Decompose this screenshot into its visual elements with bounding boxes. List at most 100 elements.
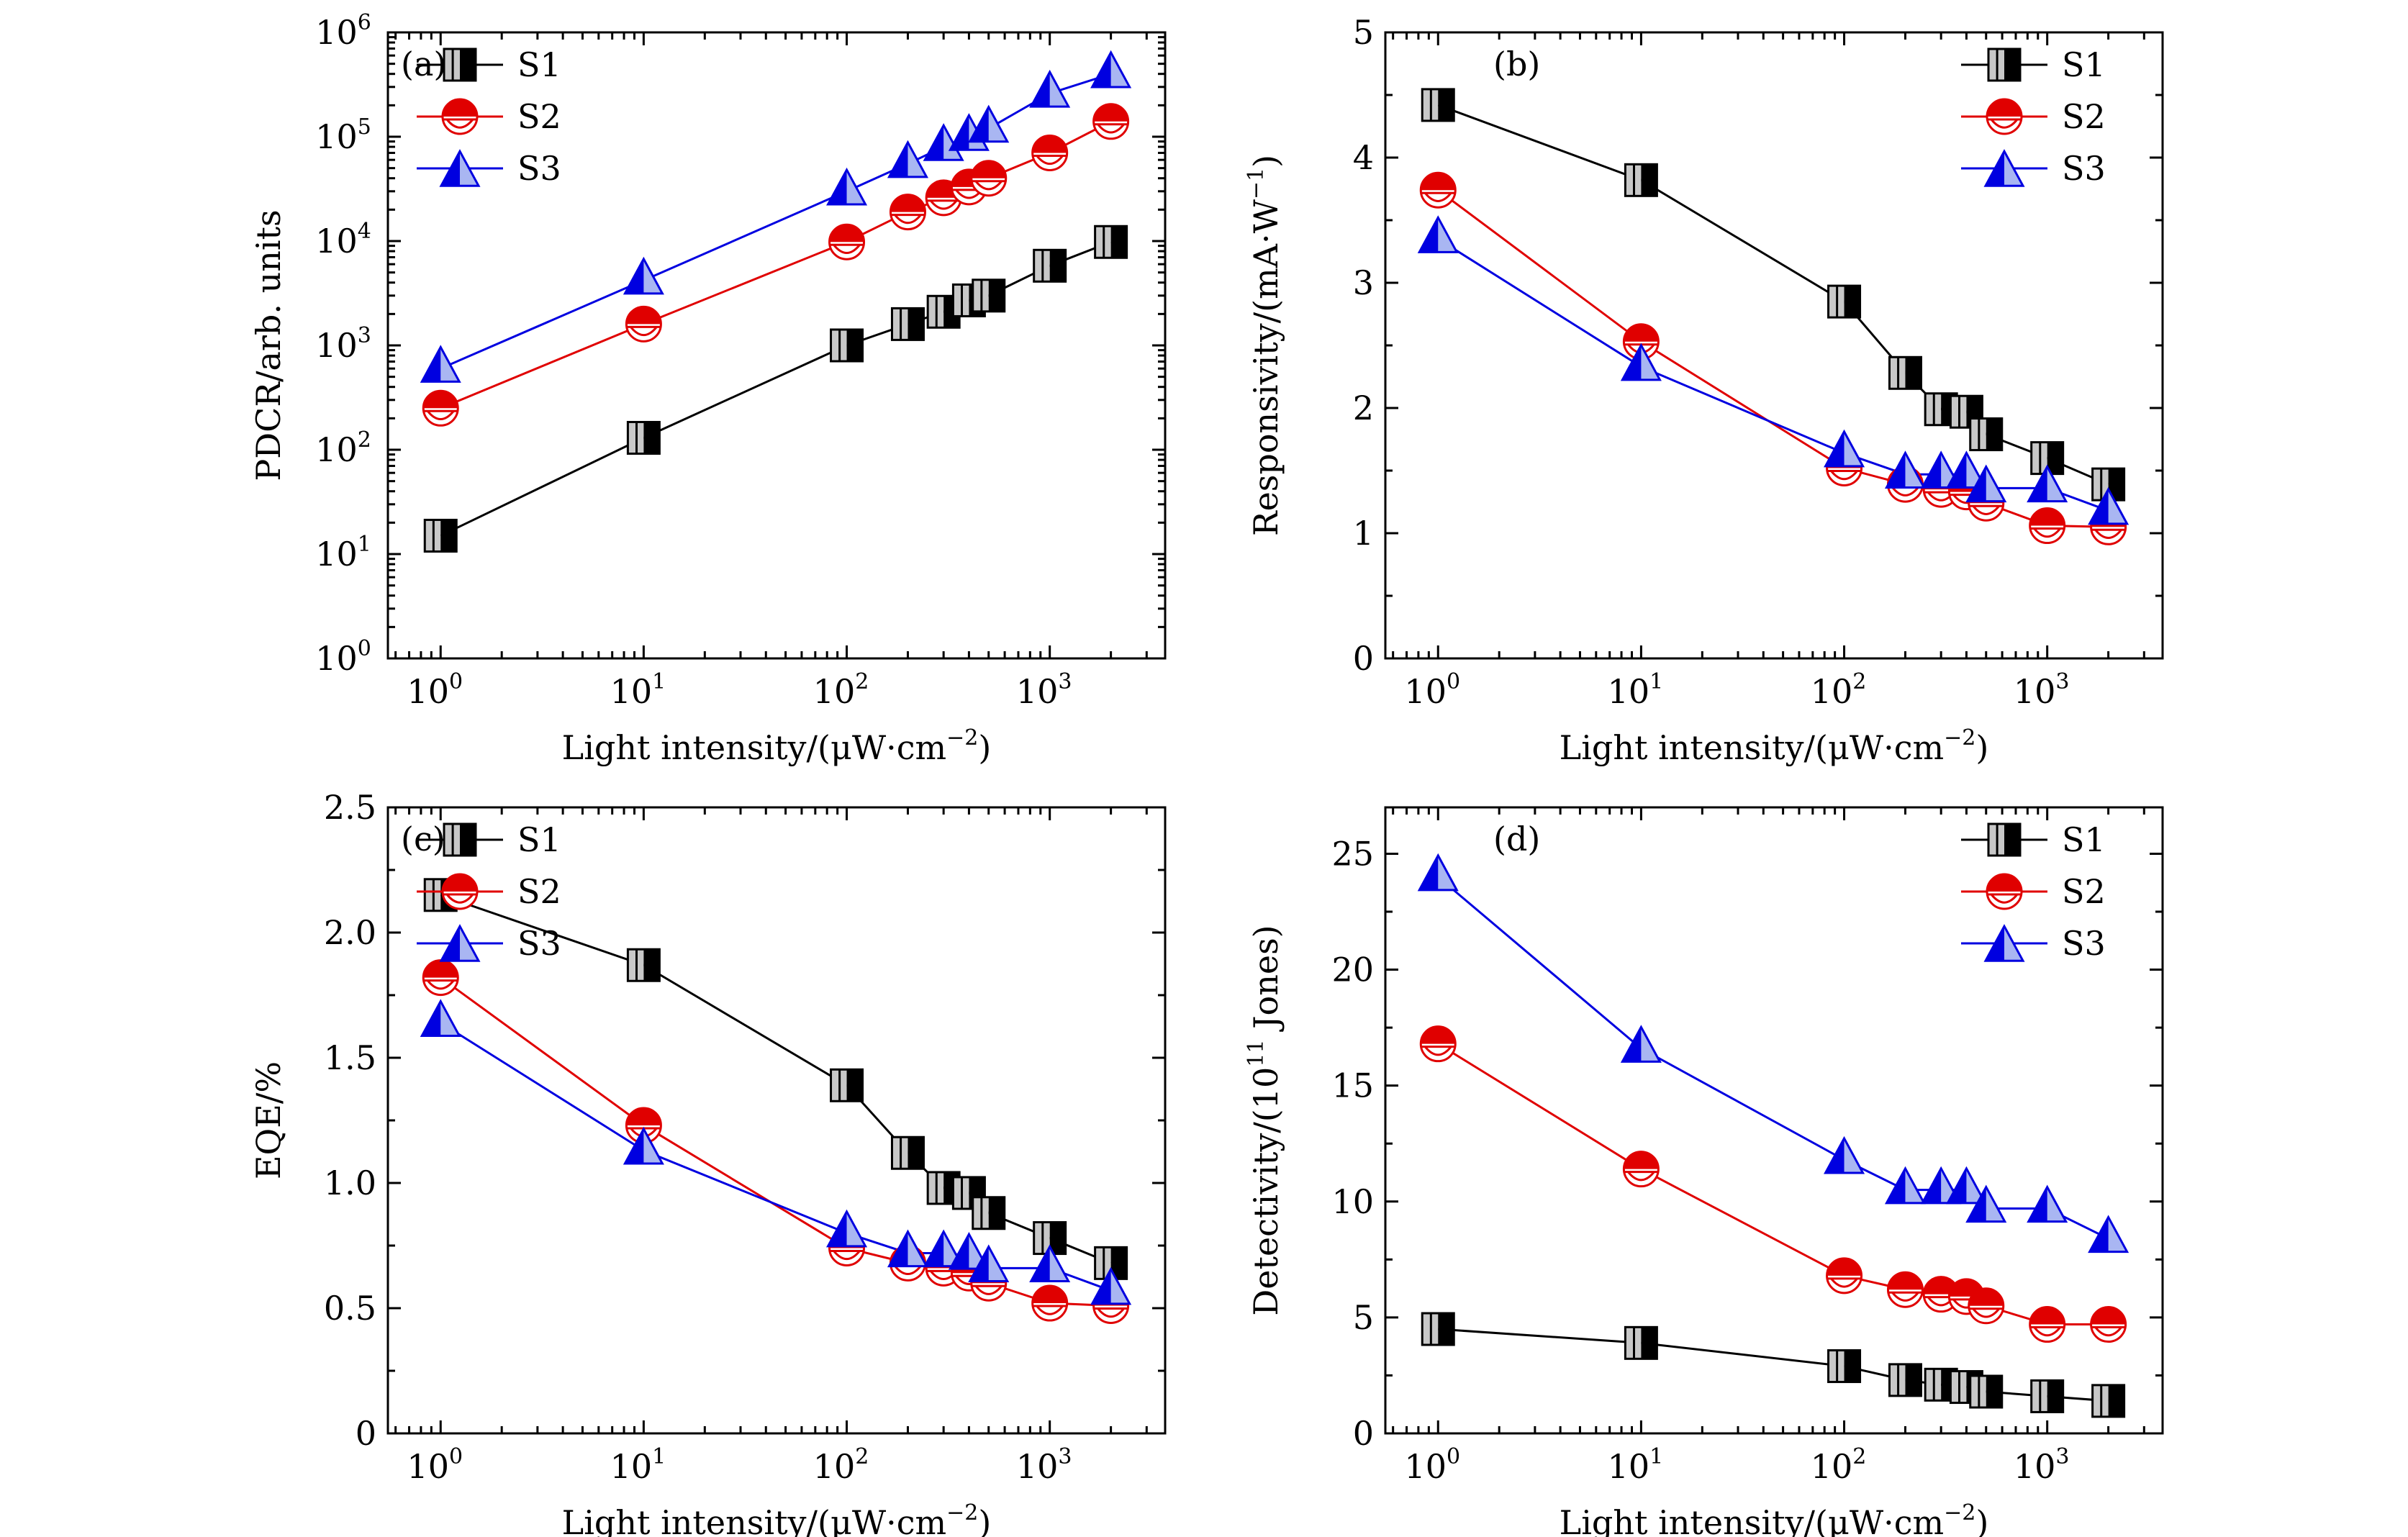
marker-right-half xyxy=(440,520,457,552)
half-filled-circle-marker xyxy=(1986,98,2023,135)
marker-outline xyxy=(1888,1363,1922,1397)
x-tick-label-base: 10 xyxy=(1811,672,1853,711)
marker-outline xyxy=(2091,1384,2126,1418)
half-filled-triangle-marker xyxy=(439,924,481,962)
marker-right-half xyxy=(2108,468,2124,501)
x-tick-label: 100 xyxy=(1404,1444,1460,1486)
marker-top-half xyxy=(423,391,458,409)
x-tick-label-exponent: 1 xyxy=(652,1444,666,1469)
half-filled-circle-marker xyxy=(422,959,459,997)
marker-outline xyxy=(1949,394,1983,429)
marker-arc xyxy=(445,119,474,129)
marker-outline xyxy=(1920,1166,1962,1205)
y-tick-label-base: 10 xyxy=(315,222,358,260)
marker-right-half xyxy=(2004,824,2020,856)
half-filled-square-marker xyxy=(626,948,661,982)
x-tick-label: 100 xyxy=(1404,669,1460,711)
marker-top-half xyxy=(1624,1151,1659,1169)
half-filled-triangle-marker xyxy=(923,1229,964,1268)
y-tick-label: 25 xyxy=(1331,834,1374,873)
half-filled-square-marker xyxy=(1827,1349,1862,1384)
marker-arc xyxy=(1097,1307,1125,1318)
marker-outline xyxy=(626,420,661,455)
marker-outline xyxy=(1945,1166,1987,1205)
x-tick-label-exponent: 2 xyxy=(855,1444,869,1469)
marker-arc xyxy=(1891,486,1919,497)
half-filled-triangle-marker xyxy=(1920,1166,1962,1205)
marker-arc xyxy=(427,979,455,990)
half-filled-triangle-marker xyxy=(1965,464,2007,503)
marker-arc xyxy=(1990,119,2019,129)
x-tick-label-base: 10 xyxy=(1608,1447,1650,1486)
y-tick-label: 102 xyxy=(315,427,371,469)
x-tick-label-base: 10 xyxy=(407,1447,449,1486)
half-filled-triangle-marker xyxy=(1824,1135,1865,1174)
marker-right-half xyxy=(460,49,476,81)
marker-outline xyxy=(830,328,864,363)
series-markers-s2 xyxy=(1419,1025,2127,1343)
x-tick-label: 102 xyxy=(1811,669,1867,711)
marker-outline xyxy=(1417,215,1459,253)
marker-outline xyxy=(830,1068,864,1102)
legend-label-s3: S3 xyxy=(2062,149,2106,188)
half-filled-square-marker xyxy=(1969,1374,2004,1409)
half-filled-square-marker xyxy=(2030,1379,2065,1413)
marker-top-half xyxy=(890,194,925,212)
x-tick-label-base: 10 xyxy=(610,672,653,711)
legend: S1 S2 S3 xyxy=(417,820,561,963)
half-filled-triangle-marker xyxy=(623,256,664,295)
y-axis-label-text: PDCR/arb. units xyxy=(249,209,288,481)
marker-top-half xyxy=(626,307,661,325)
marker-arc xyxy=(2094,1326,2122,1337)
y-tick-label: 2.0 xyxy=(324,913,376,952)
half-filled-circle-marker xyxy=(2029,507,2066,545)
half-filled-square-marker xyxy=(1827,284,1862,319)
y-tick-label: 4 xyxy=(1353,138,1374,177)
half-filled-triangle-marker xyxy=(439,149,481,187)
marker-outline xyxy=(1620,343,1662,381)
y-tick-label-base: 10 xyxy=(315,117,358,156)
marker-right-half xyxy=(988,1197,1005,1229)
legend: S1 S2 S3 xyxy=(417,45,561,188)
marker-top-half xyxy=(1987,874,2022,892)
y-tick-label-exponent: 2 xyxy=(358,427,371,453)
y-tick-label: 5 xyxy=(1353,13,1374,52)
marker-outline xyxy=(1620,1025,1662,1063)
marker-top-half xyxy=(1624,324,1659,342)
plot-frame xyxy=(1384,31,2164,660)
y-tick-label: 0 xyxy=(356,1414,376,1453)
marker-top-half xyxy=(1888,1272,1923,1290)
marker-arc xyxy=(445,894,474,904)
x-tick-label-base: 10 xyxy=(2014,672,2056,711)
half-filled-triangle-marker xyxy=(968,104,1010,143)
marker-arc xyxy=(427,410,455,420)
x-tick-label-exponent: 2 xyxy=(1852,1444,1866,1469)
marker-top-half xyxy=(2029,508,2065,526)
legend-label-s3: S3 xyxy=(2062,924,2106,963)
marker-outline xyxy=(439,149,481,187)
x-axis-label-end: ) xyxy=(978,1503,991,1537)
half-filled-circle-marker xyxy=(2029,1306,2066,1343)
y-tick-label-exponent: 3 xyxy=(358,323,371,348)
x-axis-label-text: Light intensity/(μW·cm xyxy=(562,728,947,767)
marker-outline xyxy=(1884,1166,1926,1205)
marker-arc xyxy=(833,244,861,254)
legend: S1 S2 S3 xyxy=(1961,820,2106,963)
half-filled-square-marker xyxy=(443,822,477,857)
x-tick-label-base: 10 xyxy=(1016,672,1059,711)
marker-outline xyxy=(890,307,925,341)
half-filled-triangle-marker xyxy=(1945,450,1987,489)
half-filled-triangle-marker xyxy=(623,1126,664,1165)
half-filled-circle-marker xyxy=(422,389,459,427)
marker-arc xyxy=(1627,1171,1655,1182)
x-tick-label-base: 10 xyxy=(407,672,449,711)
x-axis-label-exponent: −2 xyxy=(1944,1500,1975,1525)
marker-top-half xyxy=(2029,1307,2065,1325)
marker-outline xyxy=(1827,1349,1862,1384)
x-axis-label-text: Light intensity/(μW·cm xyxy=(1560,728,1945,767)
marker-top-half xyxy=(1032,1286,1067,1304)
x-axis-label: Light intensity/(μW·cm−2) xyxy=(562,1500,992,1537)
marker-right-half xyxy=(1641,1327,1657,1359)
half-filled-circle-marker xyxy=(1031,134,1069,171)
